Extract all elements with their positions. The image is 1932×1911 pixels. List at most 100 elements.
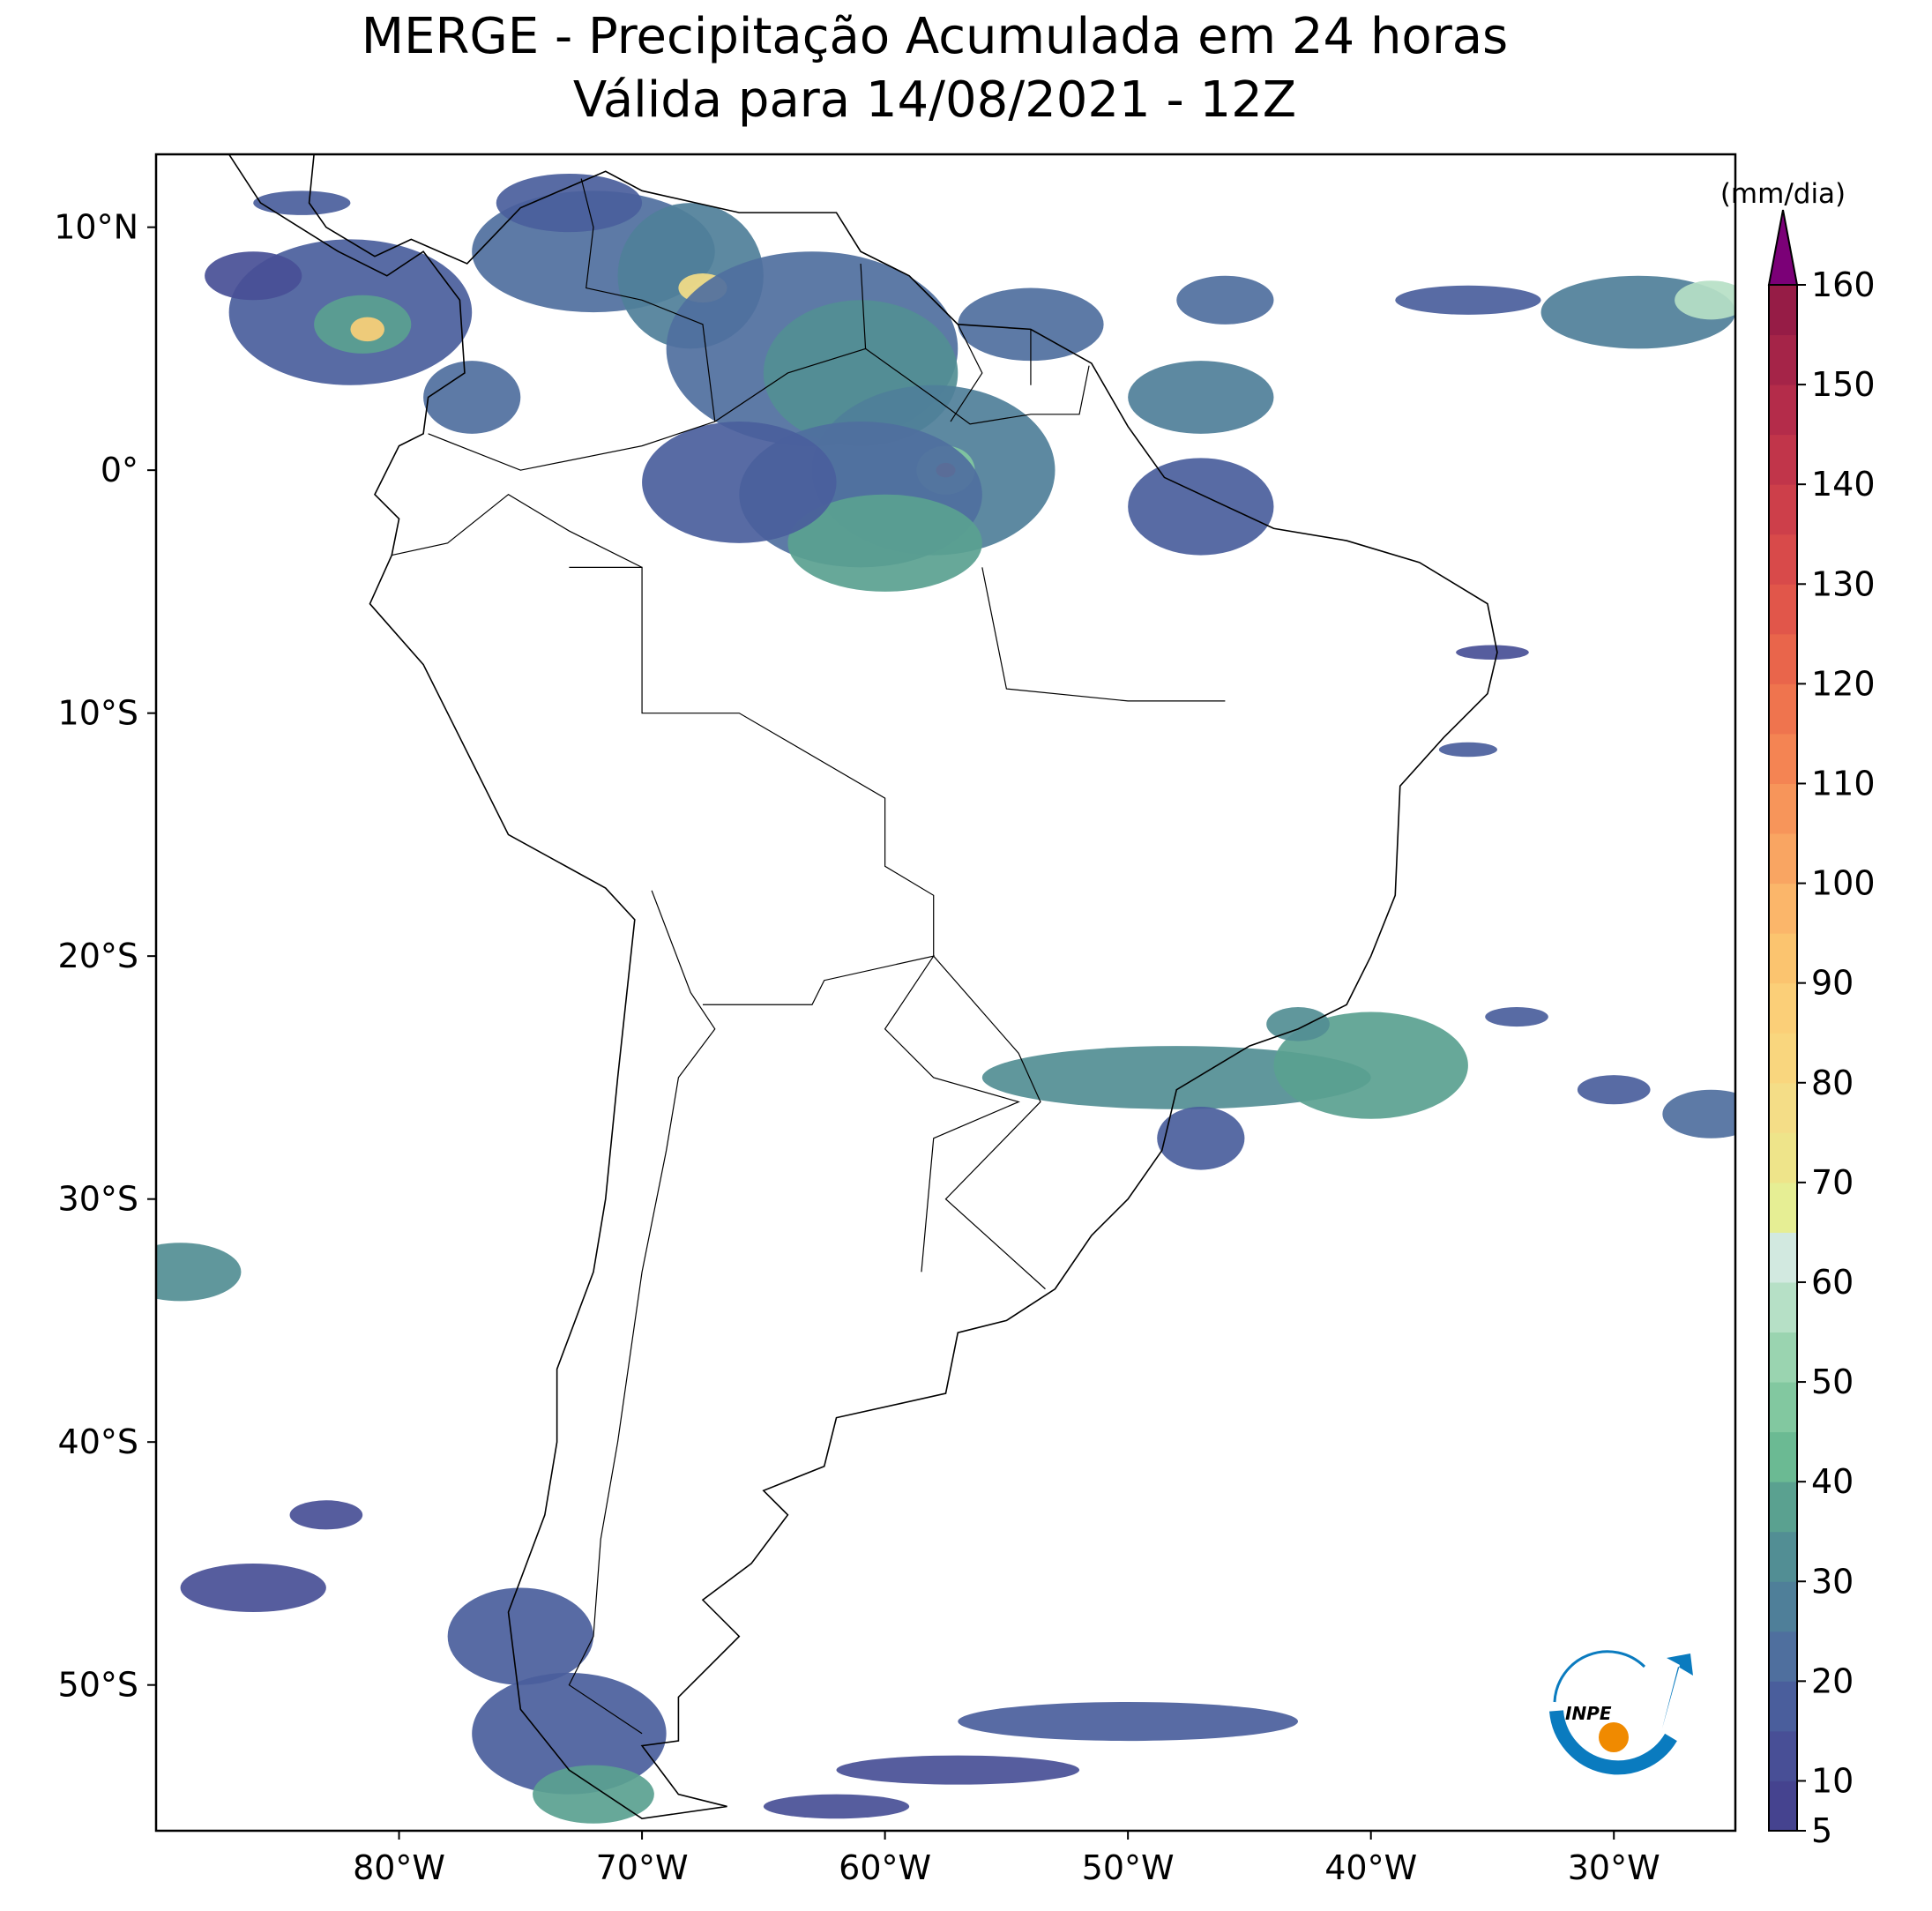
colorbar-extend bbox=[1767, 209, 1799, 286]
map-layer bbox=[156, 154, 1735, 1824]
border bbox=[865, 347, 1090, 425]
colorbar-tick-label: 140 bbox=[1811, 465, 1876, 504]
map bbox=[154, 153, 1737, 1833]
precip-area bbox=[205, 251, 302, 301]
precip-area bbox=[1128, 361, 1274, 434]
precip-area bbox=[253, 190, 351, 215]
colorbar-band bbox=[1769, 334, 1797, 385]
precip-area bbox=[1273, 1011, 1468, 1119]
border bbox=[580, 178, 716, 422]
colorbar-tick-label: 120 bbox=[1811, 664, 1876, 703]
x-tick-label: 40°W bbox=[1324, 1848, 1417, 1887]
border bbox=[569, 566, 1046, 1290]
precip-area bbox=[156, 1243, 242, 1302]
precip-area bbox=[1577, 1075, 1651, 1105]
colorbar-band bbox=[1769, 1681, 1797, 1732]
colorbar-band bbox=[1769, 1281, 1797, 1333]
y-tick-label: 0° bbox=[101, 451, 138, 489]
precip-area bbox=[496, 174, 643, 233]
colorbar-band bbox=[1769, 1581, 1797, 1632]
colorbar-tick-label: 150 bbox=[1811, 365, 1876, 404]
colorbar-band bbox=[1769, 883, 1797, 934]
colorbar-band bbox=[1769, 1531, 1797, 1582]
precip-area bbox=[1438, 742, 1497, 758]
coastline bbox=[228, 154, 1498, 1820]
y-tick-label: 40°S bbox=[58, 1422, 138, 1461]
map-frame bbox=[154, 153, 1737, 1833]
precip-area bbox=[836, 1755, 1080, 1785]
colorbar-tick-label: 110 bbox=[1811, 764, 1876, 802]
precip-area bbox=[1456, 645, 1529, 661]
colorbar-band bbox=[1769, 534, 1797, 585]
colorbar-tick-label: 30 bbox=[1811, 1562, 1854, 1601]
colorbar-band bbox=[1769, 1482, 1797, 1533]
colorbar-tick-label: 160 bbox=[1811, 265, 1876, 304]
colorbar-tick-label: 70 bbox=[1811, 1163, 1854, 1202]
colorbar-band bbox=[1769, 1382, 1797, 1433]
border bbox=[981, 567, 1226, 702]
precip-area bbox=[642, 422, 837, 543]
precip-area bbox=[423, 361, 521, 434]
precip-area bbox=[787, 494, 982, 592]
precip-area bbox=[180, 1563, 326, 1613]
colorbar-tick-label: 40 bbox=[1811, 1462, 1854, 1501]
colorbar-band bbox=[1769, 1431, 1797, 1482]
colorbar-band bbox=[1769, 1082, 1797, 1133]
colorbar-tick-label: 80 bbox=[1811, 1064, 1854, 1102]
x-tick-label: 60°W bbox=[839, 1848, 931, 1887]
precip-area bbox=[472, 1672, 667, 1795]
colorbar-band bbox=[1769, 434, 1797, 485]
border bbox=[392, 493, 643, 568]
colorbar-tick-label: 130 bbox=[1811, 564, 1876, 603]
chart-title: MERGE - Precipitação Acumulada em 24 hor… bbox=[362, 8, 1508, 65]
colorbar-band bbox=[1769, 933, 1797, 984]
colorbar-band bbox=[1769, 1332, 1797, 1383]
x-tick-label: 50°W bbox=[1082, 1848, 1175, 1887]
precip-area bbox=[1157, 1106, 1245, 1170]
colorbar-band bbox=[1769, 285, 1797, 336]
colorbar-band bbox=[1769, 1631, 1797, 1682]
inpe-logo: INPE bbox=[1549, 1650, 1693, 1775]
precip-area bbox=[1266, 1007, 1330, 1041]
precip-area bbox=[1176, 275, 1274, 325]
y-tick-label: 10°N bbox=[54, 208, 138, 247]
colorbar-band bbox=[1769, 783, 1797, 834]
border bbox=[950, 324, 983, 422]
colorbar-band bbox=[1769, 633, 1797, 684]
precip-area bbox=[533, 1765, 654, 1824]
colorbar-band bbox=[1769, 683, 1797, 735]
precip-area bbox=[1485, 1007, 1548, 1027]
precip-area bbox=[1395, 285, 1541, 315]
colorbar-label: (mm/dia) bbox=[1720, 178, 1846, 210]
x-tick-label: 80°W bbox=[353, 1848, 445, 1887]
precip-area bbox=[958, 287, 1104, 362]
colorbar-band bbox=[1769, 584, 1797, 635]
colorbar-band bbox=[1769, 384, 1797, 436]
colorbar-band bbox=[1769, 833, 1797, 885]
precip-area bbox=[1675, 280, 1735, 320]
colorbar-band bbox=[1769, 1730, 1797, 1781]
border bbox=[568, 890, 716, 1735]
precip-area bbox=[289, 1500, 363, 1530]
y-tick-label: 10°S bbox=[58, 694, 138, 733]
colorbar-frame bbox=[1768, 284, 1798, 1832]
precip-area bbox=[1662, 1089, 1735, 1138]
colorbar-band bbox=[1769, 982, 1797, 1034]
colorbar-tick-label: 90 bbox=[1811, 964, 1854, 1003]
precip-area bbox=[1128, 458, 1274, 556]
precip-area bbox=[447, 1587, 593, 1685]
colorbar-tick-label: 60 bbox=[1811, 1263, 1854, 1302]
colorbar-band bbox=[1769, 1033, 1797, 1084]
precip-area bbox=[981, 1046, 1371, 1109]
y-tick-label: 30°S bbox=[58, 1180, 138, 1219]
svg-text:INPE: INPE bbox=[1565, 1703, 1612, 1724]
colorbar-band bbox=[1769, 1182, 1797, 1233]
colorbar-band bbox=[1769, 1132, 1797, 1183]
y-tick-label: 50°S bbox=[58, 1666, 138, 1705]
colorbar-tick-label: 5 bbox=[1811, 1811, 1832, 1850]
colorbar-band bbox=[1769, 1232, 1797, 1283]
x-tick-label: 30°W bbox=[1568, 1848, 1660, 1887]
border bbox=[702, 955, 1020, 1273]
x-tick-label: 70°W bbox=[596, 1848, 689, 1887]
